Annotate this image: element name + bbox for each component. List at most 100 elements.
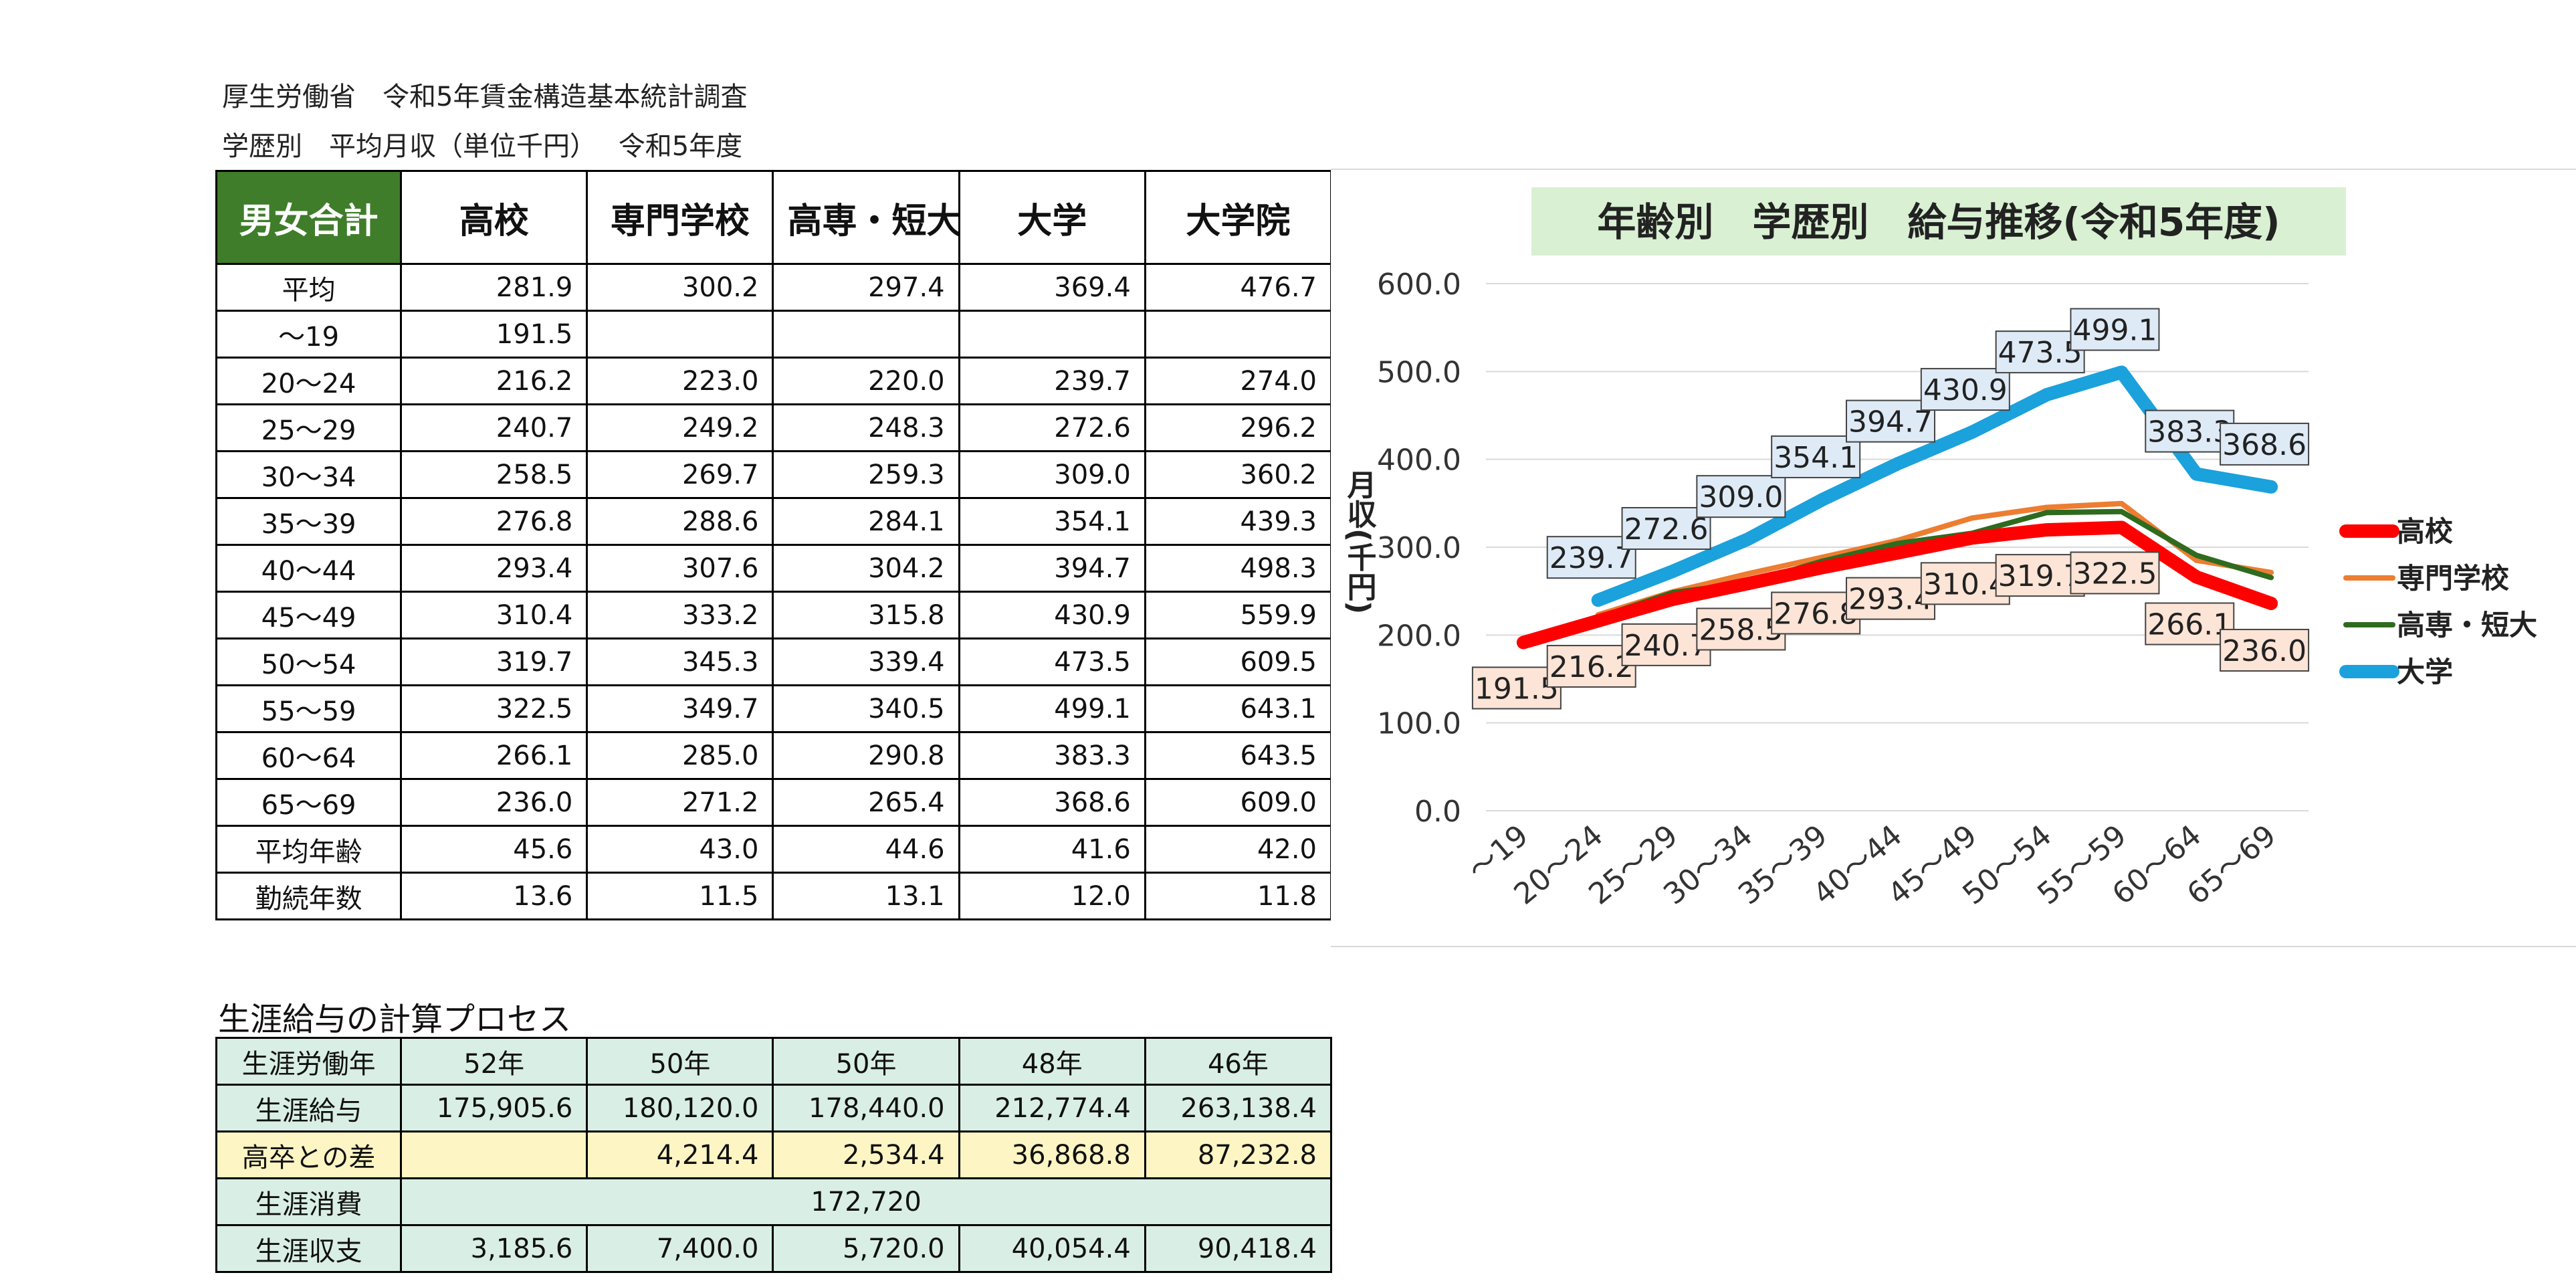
table-cell: 87,232.8 bbox=[1144, 1130, 1333, 1179]
table-cell: 45.6 bbox=[400, 825, 588, 874]
row-label: 20～24 bbox=[215, 357, 403, 405]
row-label: 生涯消費 bbox=[215, 1177, 403, 1226]
row-label: 生涯収支 bbox=[215, 1224, 403, 1273]
table-cell: 13.1 bbox=[772, 872, 960, 920]
row-label: 平均 bbox=[215, 263, 403, 312]
salary-line-chart: 年齢別 学歴別 給与推移(令和5年度) 0.0 100.0 200.0 300.0 400… bbox=[1331, 169, 2576, 947]
y-axis-label: 月収(千円) bbox=[1342, 470, 1377, 614]
table-cell: 239.7 bbox=[958, 357, 1146, 405]
table-row: 平均年齢 45.6 43.0 44.6 41.6 42.0 bbox=[215, 825, 1333, 874]
data-label-daigaku: 239.7 bbox=[1549, 541, 1634, 575]
row-label: 45～49 bbox=[215, 591, 403, 639]
table-cell: 11.8 bbox=[1144, 872, 1333, 920]
table-cell: 296.2 bbox=[1144, 403, 1333, 452]
table-cell: 265.4 bbox=[772, 778, 960, 827]
row-label: 30～34 bbox=[215, 450, 403, 499]
table-row: 生涯労働年 52年 50年 50年 48年 46年 bbox=[215, 1037, 1333, 1086]
row-label: 55～59 bbox=[215, 684, 403, 733]
table-cell: 191.5 bbox=[400, 310, 588, 359]
data-label-daigaku-box bbox=[1920, 368, 2010, 411]
data-label-hs: 240.7 bbox=[1624, 629, 1709, 663]
table-cell: 274.0 bbox=[1144, 357, 1333, 405]
data-label-hs: 310.4 bbox=[1923, 567, 2008, 601]
table-cell: 48年 bbox=[958, 1037, 1146, 1086]
chart-canvas: 年齢別 学歴別 給与推移(令和5年度) 0.0 100.0 200.0 300.0 400… bbox=[1342, 187, 2537, 912]
table-cell: 212,774.4 bbox=[958, 1084, 1146, 1132]
table-row: 生涯給与 175,905.6 180,120.0 178,440.0 212,7… bbox=[215, 1084, 1333, 1132]
table-cell: 258.5 bbox=[400, 450, 588, 499]
table-row: 55～59 322.5 349.7 340.5 499.1 643.1 bbox=[215, 684, 1333, 733]
table-cell: 498.3 bbox=[1144, 544, 1333, 593]
table-cell: 360.2 bbox=[1144, 450, 1333, 499]
legend-label: 専門学校 bbox=[2397, 562, 2509, 595]
table-cell: 90,418.4 bbox=[1144, 1224, 1333, 1273]
y-tick-label: 500.0 bbox=[1377, 355, 1461, 389]
data-label-daigaku: 309.0 bbox=[1699, 480, 1783, 514]
data-label-daigaku-box bbox=[1546, 536, 1636, 579]
data-label-hs-box bbox=[1546, 645, 1636, 688]
table-cell: 223.0 bbox=[586, 357, 774, 405]
report-source-title: 厚生労働省 令和5年賃金構造基本統計調査 bbox=[222, 82, 748, 112]
data-label-hs: 293.4 bbox=[1848, 583, 1933, 617]
table-cell: 368.6 bbox=[958, 778, 1146, 827]
table-cell: 369.4 bbox=[958, 263, 1146, 312]
table-row: 勤続年数 13.6 11.5 13.1 12.0 11.8 bbox=[215, 872, 1333, 920]
y-tick-label: 200.0 bbox=[1377, 619, 1461, 653]
corner-label: 男女合計 bbox=[215, 170, 403, 265]
data-label-daigaku-box bbox=[1696, 475, 1786, 518]
table-cell: 439.3 bbox=[1144, 497, 1333, 546]
table-cell: 240.7 bbox=[400, 403, 588, 452]
table-cell: 272.6 bbox=[958, 403, 1146, 452]
data-label-hs: 258.5 bbox=[1699, 613, 1783, 648]
table-cell: 285.0 bbox=[586, 731, 774, 780]
table-cell: 307.6 bbox=[586, 544, 774, 593]
data-label-hs-box bbox=[2220, 629, 2310, 672]
row-label: 25～29 bbox=[215, 403, 403, 452]
column-header: 大学 bbox=[958, 170, 1146, 265]
row-label: ～19 bbox=[215, 310, 403, 359]
table-cell: 271.2 bbox=[586, 778, 774, 827]
table-row: 50～54 319.7 345.3 339.4 473.5 609.5 bbox=[215, 637, 1333, 686]
table-cell: 5,720.0 bbox=[772, 1224, 960, 1273]
row-label: 40～44 bbox=[215, 544, 403, 593]
data-label-daigaku-box bbox=[1771, 435, 1861, 478]
row-label: 65～69 bbox=[215, 778, 403, 827]
table-cell: 315.8 bbox=[772, 591, 960, 639]
table-cell: 52年 bbox=[400, 1037, 588, 1086]
data-label-daigaku-box bbox=[1846, 399, 1935, 443]
table-cell: 46年 bbox=[1144, 1037, 1333, 1086]
table-row: ～19 191.5 bbox=[215, 310, 1333, 359]
row-label: 生涯給与 bbox=[215, 1084, 403, 1132]
table-cell: 293.4 bbox=[400, 544, 588, 593]
table-cell: 269.7 bbox=[586, 450, 774, 499]
data-label-hs-box bbox=[1920, 562, 2010, 605]
data-label-hs: 319.7 bbox=[1998, 559, 2082, 593]
chart-title: 年齢別 学歴別 給与推移(令和5年度) bbox=[1597, 199, 2280, 245]
table-cell: 354.1 bbox=[958, 497, 1146, 546]
data-label-hs-box bbox=[1846, 577, 1935, 620]
table-cell: 263,138.4 bbox=[1144, 1084, 1333, 1132]
table-cell: 43.0 bbox=[586, 825, 774, 874]
table-row: 45～49 310.4 333.2 315.8 430.9 559.9 bbox=[215, 591, 1333, 639]
table-cell: 345.3 bbox=[586, 637, 774, 686]
table-cell: 304.2 bbox=[772, 544, 960, 593]
table-cell: 50年 bbox=[772, 1037, 960, 1086]
table-cell: 309.0 bbox=[958, 450, 1146, 499]
data-label-hs: 266.1 bbox=[2147, 608, 2232, 642]
table-cell: 339.4 bbox=[772, 637, 960, 686]
table-cell: 3,185.6 bbox=[400, 1224, 588, 1273]
table-cell: 290.8 bbox=[772, 731, 960, 780]
data-label-daigaku-box bbox=[1995, 330, 2085, 374]
table-cell: 180,120.0 bbox=[586, 1084, 774, 1132]
table-cell: 2,534.4 bbox=[772, 1130, 960, 1179]
table-cell: 36,868.8 bbox=[958, 1130, 1146, 1179]
data-label-hs: 276.8 bbox=[1774, 597, 1858, 631]
table-cell: 288.6 bbox=[586, 497, 774, 546]
table-cell: 430.9 bbox=[958, 591, 1146, 639]
table-row: 35～39 276.8 288.6 284.1 354.1 439.3 bbox=[215, 497, 1333, 546]
lifetime-section-title: 生涯給与の計算プロセス bbox=[218, 1001, 572, 1038]
table-cell: 643.1 bbox=[1144, 684, 1333, 733]
table-row: 25～29 240.7 249.2 248.3 272.6 296.2 bbox=[215, 403, 1333, 452]
data-label-daigaku: 383.3 bbox=[2147, 415, 2232, 450]
table-cell: 643.5 bbox=[1144, 731, 1333, 780]
